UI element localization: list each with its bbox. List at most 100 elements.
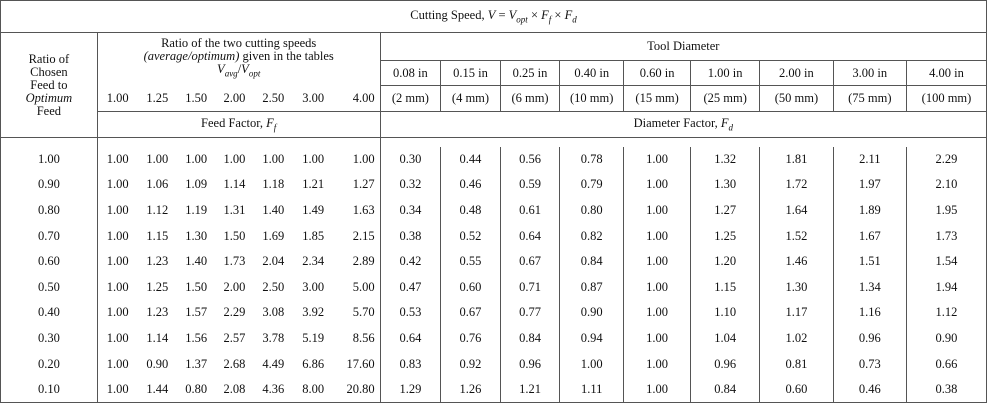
feed-factor-cell: 1.37 [177, 351, 215, 377]
diameter-factor-cell: 1.15 [691, 274, 760, 300]
feed-factor-cell: 1.09 [177, 172, 215, 198]
feed-factor-cell: 1.00 [254, 147, 293, 173]
feed-factor-cell: 1.57 [177, 300, 215, 326]
diameter-factor-cell: 1.00 [624, 172, 691, 198]
feed-factor-cell: 2.00 [215, 274, 253, 300]
table-row: 1.00 1.00 1.00 1.00 1.00 1.00 1.00 1.00 0.30 0.44… [1, 147, 987, 173]
diameter-factor-cell: 0.78 [560, 147, 624, 173]
diameter-factor-cell: 0.77 [500, 300, 560, 326]
diameter-factor-cell: 1.00 [624, 274, 691, 300]
diameter-factor-cell: 1.34 [833, 274, 906, 300]
diameter-factor-cell: 1.67 [833, 223, 906, 249]
feed-factor-label: Feed Factor, Ff [97, 112, 380, 138]
diameter-factor-cell: 0.73 [833, 351, 906, 377]
feed-ratio-cell: 0.60 [1, 249, 98, 275]
diameter-factor-cell: 1.12 [906, 300, 986, 326]
feed-factor-cell: 1.85 [293, 223, 333, 249]
feed-factor-cell: 1.14 [215, 172, 253, 198]
feed-factor-cell: 5.70 [333, 300, 380, 326]
diameter-in-header: 2.00 in [760, 61, 833, 86]
diameter-in-header: 4.00 in [906, 61, 986, 86]
diameter-factor-cell: 1.97 [833, 172, 906, 198]
feed-factor-cell: 1.00 [97, 198, 137, 224]
diameter-factor-cell: 2.10 [906, 172, 986, 198]
feed-factor-cell: 1.44 [138, 377, 177, 403]
diameter-factor-cell: 0.67 [500, 249, 560, 275]
diameter-mm-header: (2 mm) [380, 86, 441, 112]
feed-ratio-cell: 0.20 [1, 351, 98, 377]
diameter-mm-header: (25 mm) [691, 86, 760, 112]
feed-factor-cell: 1.31 [215, 198, 253, 224]
feed-factor-cell: 1.73 [215, 249, 253, 275]
feed-factor-cell: 1.00 [333, 147, 380, 173]
feed-factor-cell: 4.49 [254, 351, 293, 377]
feed-factor-cell: 1.63 [333, 198, 380, 224]
diameter-factor-cell: 1.72 [760, 172, 833, 198]
diameter-factor-cell: 1.30 [691, 172, 760, 198]
diameter-factor-cell: 0.47 [380, 274, 441, 300]
cutting-speed-table: Cutting Speed, V = Vopt × Ff × Fd Ratio … [0, 0, 987, 403]
feed-factor-cell: 1.69 [254, 223, 293, 249]
feed-factor-cell: 1.00 [97, 326, 137, 352]
diameter-factor-cell: 0.44 [441, 147, 501, 173]
diameter-factor-cell: 0.84 [500, 326, 560, 352]
diameter-factor-cell: 0.96 [691, 351, 760, 377]
diameter-factor-cell: 1.64 [760, 198, 833, 224]
diameter-factor-cell: 0.84 [691, 377, 760, 403]
diameter-factor-cell: 0.64 [500, 223, 560, 249]
diameter-factor-cell: 0.94 [560, 326, 624, 352]
speed-ratio-header: 2.00 [215, 86, 253, 112]
table-row: 0.30 1.00 1.14 1.56 2.57 3.78 5.19 8.56 0.64 0.76… [1, 326, 987, 352]
speed-ratio-header: 4.00 [333, 86, 380, 112]
diameter-factor-cell: 1.95 [906, 198, 986, 224]
feed-ratio-cell: 0.40 [1, 300, 98, 326]
diameter-factor-cell: 1.00 [624, 198, 691, 224]
speed-ratio-header: 3.00 [293, 86, 333, 112]
diameter-factor-cell: 0.46 [441, 172, 501, 198]
feed-factor-cell: 1.00 [97, 172, 137, 198]
diameter-factor-cell: 1.00 [624, 300, 691, 326]
diameter-factor-cell: 0.90 [560, 300, 624, 326]
diameter-factor-cell: 0.38 [906, 377, 986, 403]
diameter-factor-cell: 0.90 [906, 326, 986, 352]
feed-ratio-cell: 1.00 [1, 147, 98, 173]
diameter-factor-cell: 0.42 [380, 249, 441, 275]
feed-factor-cell: 1.15 [138, 223, 177, 249]
diameter-factor-cell: 0.38 [380, 223, 441, 249]
diameter-factor-cell: 1.00 [624, 223, 691, 249]
feed-factor-cell: 1.50 [215, 223, 253, 249]
diameter-factor-cell: 1.54 [906, 249, 986, 275]
feed-factor-cell: 1.30 [177, 223, 215, 249]
diameter-factor-cell: 0.60 [441, 274, 501, 300]
diameter-factor-cell: 1.00 [624, 326, 691, 352]
diameter-factor-cell: 0.83 [380, 351, 441, 377]
feed-factor-cell: 1.19 [177, 198, 215, 224]
diameter-factor-cell: 1.73 [906, 223, 986, 249]
feed-ratio-cell: 0.90 [1, 172, 98, 198]
feed-factor-cell: 1.00 [97, 300, 137, 326]
diameter-mm-header: (10 mm) [560, 86, 624, 112]
feed-factor-cell: 8.00 [293, 377, 333, 403]
table-row: 0.60 1.00 1.23 1.40 1.73 2.04 2.34 2.89 0.42 0.55… [1, 249, 987, 275]
feed-factor-cell: 1.00 [293, 147, 333, 173]
diameter-factor-cell: 0.59 [500, 172, 560, 198]
feed-factor-cell: 1.40 [254, 198, 293, 224]
feed-factor-cell: 2.04 [254, 249, 293, 275]
diameter-in-header: 3.00 in [833, 61, 906, 86]
diameter-factor-cell: 0.32 [380, 172, 441, 198]
feed-factor-cell: 3.92 [293, 300, 333, 326]
diameter-mm-header: (15 mm) [624, 86, 691, 112]
diameter-factor-cell: 1.52 [760, 223, 833, 249]
diameter-in-header: 0.15 in [441, 61, 501, 86]
feed-factor-cell: 3.00 [293, 274, 333, 300]
feed-factor-cell: 1.40 [177, 249, 215, 275]
diameter-mm-header: (75 mm) [833, 86, 906, 112]
diameter-factor-cell: 0.80 [560, 198, 624, 224]
diameter-factor-cell: 1.16 [833, 300, 906, 326]
diameter-factor-cell: 1.89 [833, 198, 906, 224]
diameter-factor-cell: 0.96 [833, 326, 906, 352]
diameter-factor-cell: 0.55 [441, 249, 501, 275]
feed-factor-cell: 2.50 [254, 274, 293, 300]
diameter-factor-cell: 1.11 [560, 377, 624, 403]
diameter-factor-cell: 0.52 [441, 223, 501, 249]
